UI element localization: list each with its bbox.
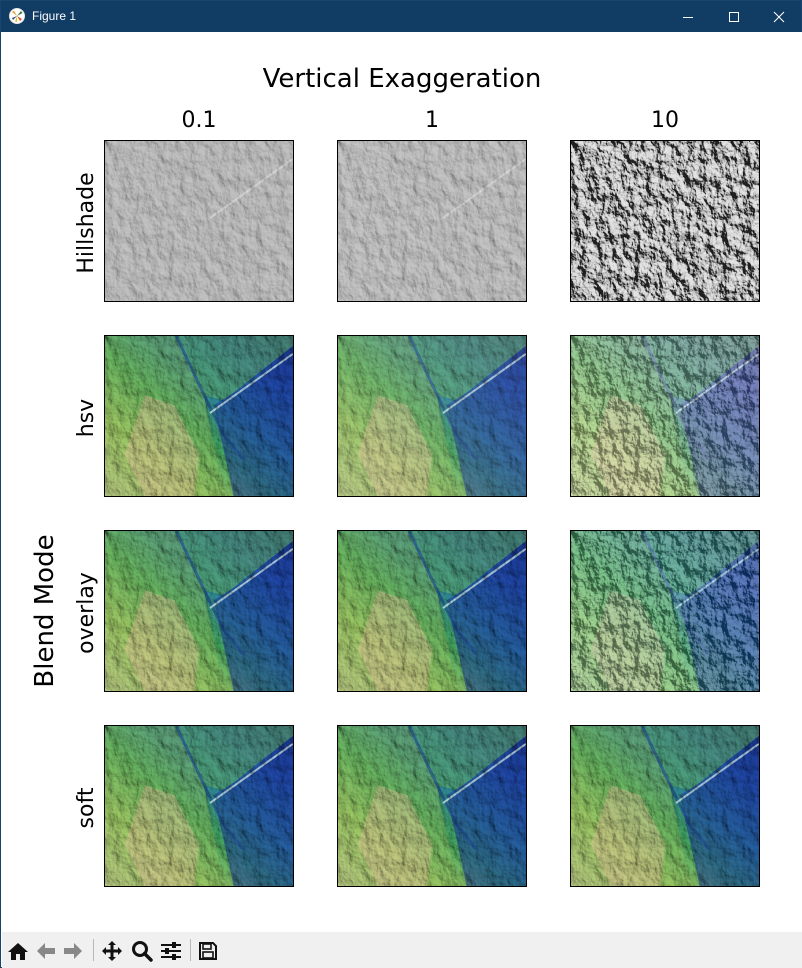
minimize-icon <box>683 16 693 18</box>
maximize-icon <box>729 11 739 22</box>
column-title-0.1: 0.1 <box>181 108 217 133</box>
panel-overlay-1[interactable] <box>337 530 527 692</box>
configure-subplots-button[interactable] <box>158 938 184 964</box>
home-icon <box>8 943 28 960</box>
navigation-toolbar <box>2 932 802 968</box>
move-icon <box>102 941 122 961</box>
arrow-right-icon <box>64 943 82 959</box>
panel-overlay-10[interactable] <box>570 530 760 692</box>
toolbar-separator <box>190 939 191 961</box>
figure-canvas[interactable]: Vertical Exaggeration 0.1 1 10 Blend Mod… <box>2 32 802 932</box>
matplotlib-logo-icon <box>9 8 25 24</box>
panel-hillshade-0.1[interactable] <box>104 140 294 302</box>
sliders-icon <box>161 942 181 960</box>
forward-button[interactable] <box>60 938 86 964</box>
save-button[interactable] <box>195 938 221 964</box>
close-button[interactable] <box>756 1 802 32</box>
title-bar[interactable]: Figure 1 <box>1 1 801 32</box>
arrow-left-icon <box>37 943 55 959</box>
minimize-button[interactable] <box>665 1 711 32</box>
panel-hillshade-10[interactable] <box>570 140 760 302</box>
maximize-button[interactable] <box>711 1 757 32</box>
back-button[interactable] <box>33 938 59 964</box>
panel-hsv-1[interactable] <box>337 335 527 497</box>
window-title: Figure 1 <box>32 9 77 23</box>
zoom-button[interactable] <box>129 938 155 964</box>
row-label-hillshade: Hillshade <box>74 172 99 274</box>
save-icon <box>199 942 217 960</box>
panel-overlay-0.1[interactable] <box>104 530 294 692</box>
row-label-overlay: overlay <box>74 572 99 654</box>
column-title-1: 1 <box>425 108 439 133</box>
row-label-hsv: hsv <box>74 398 99 438</box>
column-title-10: 10 <box>651 108 679 133</box>
panel-soft-1[interactable] <box>337 725 527 887</box>
panel-soft-10[interactable] <box>570 725 760 887</box>
blend-mode-label: Blend Mode <box>30 534 60 688</box>
pan-button[interactable] <box>99 938 125 964</box>
row-label-soft: soft <box>74 787 99 829</box>
zoom-icon <box>132 941 153 962</box>
panel-hsv-0.1[interactable] <box>104 335 294 497</box>
home-button[interactable] <box>5 938 31 964</box>
panel-hillshade-1[interactable] <box>337 140 527 302</box>
panel-soft-0.1[interactable] <box>104 725 294 887</box>
figure-suptitle: Vertical Exaggeration <box>262 64 542 94</box>
close-icon <box>773 11 785 22</box>
panel-hsv-10[interactable] <box>570 335 760 497</box>
toolbar-separator <box>93 939 94 961</box>
